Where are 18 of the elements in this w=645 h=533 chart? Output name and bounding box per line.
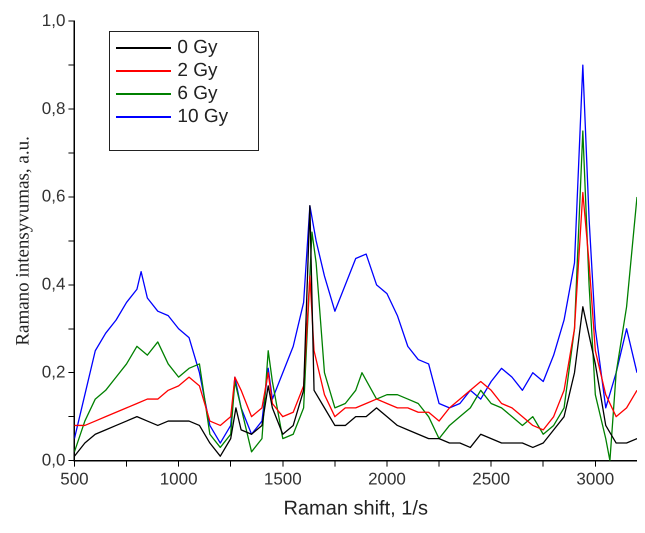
- y-tick-label: 0,8: [42, 98, 66, 118]
- x-tick-label: 2500: [472, 469, 510, 488]
- x-tick-label: 2000: [368, 469, 406, 488]
- x-tick-label: 3000: [576, 469, 614, 488]
- y-tick-label: 0,4: [42, 274, 66, 294]
- x-tick-label: 1500: [264, 469, 302, 488]
- x-tick-label: 1000: [160, 469, 198, 488]
- legend-label: 0 Gy: [177, 36, 218, 59]
- y-tick-label: 0,6: [42, 186, 66, 206]
- y-axis-title: Ramano intensyvumas, a.u.: [12, 136, 34, 346]
- x-tick-label: 500: [60, 469, 89, 488]
- x-axis-title: Raman shift, 1/s: [283, 498, 428, 520]
- y-tick-label: 0,0: [42, 450, 66, 470]
- legend-label: 10 Gy: [177, 106, 228, 128]
- legend-label: 2 Gy: [177, 60, 218, 82]
- legend-label: 6 Gy: [177, 82, 218, 105]
- y-tick-label: 1,0: [42, 10, 66, 30]
- y-tick-label: 0,2: [42, 362, 66, 382]
